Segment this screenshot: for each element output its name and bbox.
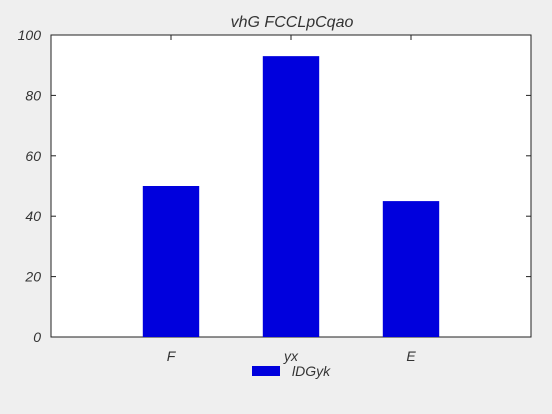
y-tick-label: 80 (25, 87, 41, 103)
x-tick-label: E (406, 348, 416, 364)
bar-yx (262, 56, 320, 337)
y-tick-label: 0 (33, 329, 41, 345)
bar-F (142, 186, 200, 337)
y-tick-label: 20 (24, 269, 41, 285)
legend: lDGyk (252, 363, 331, 379)
y-tick-label: 40 (25, 208, 41, 224)
bar-E (382, 201, 440, 337)
x-tick-label: yx (283, 348, 299, 364)
y-tick-label: 60 (25, 148, 41, 164)
y-axis: 0 20 40 60 80 100 (18, 27, 531, 345)
bar-series (142, 56, 440, 337)
legend-label: lDGyk (292, 363, 331, 379)
chart-title: vhG FCCLpCqao (231, 14, 354, 31)
legend-swatch (252, 366, 280, 376)
y-tick-label: 100 (18, 27, 42, 43)
x-tick-label: F (167, 348, 177, 364)
